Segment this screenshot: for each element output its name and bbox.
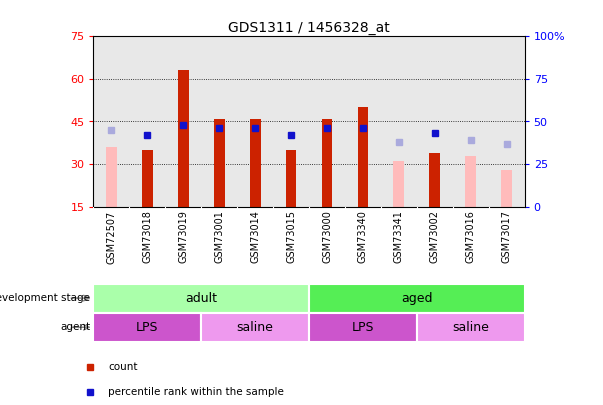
- Bar: [394, 161, 404, 207]
- Bar: [106, 147, 117, 207]
- Text: GSM73002: GSM73002: [430, 211, 440, 263]
- Bar: [466, 156, 476, 207]
- Bar: [501, 170, 512, 207]
- Text: LPS: LPS: [352, 321, 374, 334]
- Text: GSM73018: GSM73018: [142, 211, 153, 263]
- Text: saline: saline: [452, 321, 489, 334]
- Text: count: count: [108, 362, 137, 372]
- Text: LPS: LPS: [136, 321, 159, 334]
- Bar: [321, 119, 332, 207]
- Text: GSM73014: GSM73014: [250, 211, 260, 263]
- Text: GSM73341: GSM73341: [394, 211, 404, 263]
- Text: development stage: development stage: [0, 293, 90, 303]
- Text: GSM73340: GSM73340: [358, 211, 368, 263]
- Bar: [93, 284, 309, 313]
- Title: GDS1311 / 1456328_at: GDS1311 / 1456328_at: [228, 21, 390, 35]
- Text: percentile rank within the sample: percentile rank within the sample: [108, 387, 284, 397]
- Bar: [309, 284, 525, 313]
- Bar: [358, 107, 368, 207]
- Bar: [201, 313, 309, 342]
- Text: GSM73000: GSM73000: [322, 211, 332, 263]
- Text: GSM73017: GSM73017: [502, 211, 512, 263]
- Text: saline: saline: [237, 321, 274, 334]
- Bar: [93, 313, 201, 342]
- Text: GSM73016: GSM73016: [466, 211, 476, 263]
- Text: agent: agent: [60, 322, 90, 332]
- Bar: [429, 153, 440, 207]
- Bar: [214, 119, 224, 207]
- Text: aged: aged: [401, 292, 432, 305]
- Text: adult: adult: [185, 292, 217, 305]
- Bar: [142, 150, 153, 207]
- Bar: [178, 70, 189, 207]
- Text: GSM73015: GSM73015: [286, 211, 296, 263]
- Text: GSM73019: GSM73019: [178, 211, 188, 263]
- Text: GSM72507: GSM72507: [106, 211, 116, 264]
- Bar: [309, 313, 417, 342]
- Bar: [417, 313, 525, 342]
- Bar: [250, 119, 260, 207]
- Text: GSM73001: GSM73001: [214, 211, 224, 263]
- Bar: [286, 150, 297, 207]
